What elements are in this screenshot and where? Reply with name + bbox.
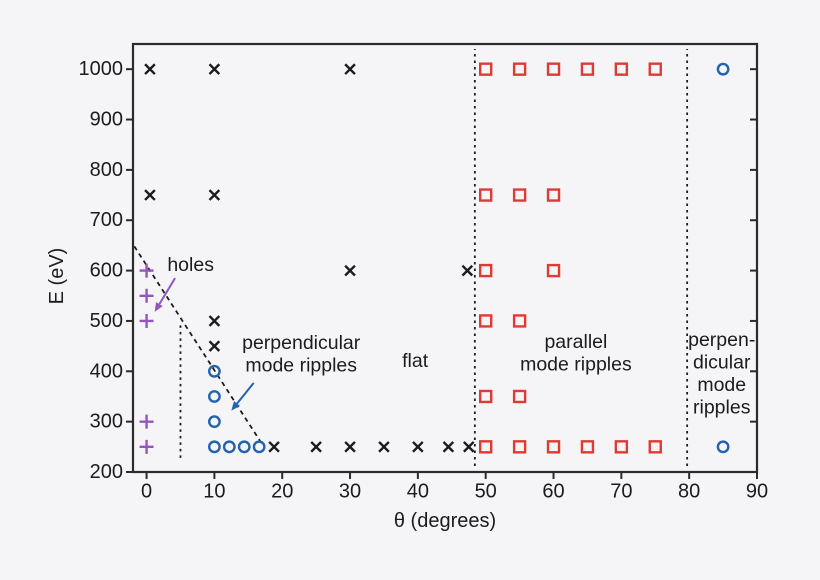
marker-cross-flat xyxy=(208,189,221,201)
x-tick-label: 20 xyxy=(271,481,293,503)
marker-square-parallel-mode-ripples xyxy=(478,62,493,76)
y-tick-label: 200 xyxy=(90,461,123,483)
region-label-perpendicular-mode-ripples-right: mode xyxy=(697,374,746,396)
region-label-parallel-mode-ripples: parallel xyxy=(544,331,607,353)
annotation-arrow-holes-arrow xyxy=(158,277,176,305)
y-tick-label: 900 xyxy=(90,109,123,131)
marker-square-parallel-mode-ripples xyxy=(648,62,662,76)
marker-square-parallel-mode-ripples xyxy=(580,440,595,454)
marker-square-parallel-mode-ripples xyxy=(546,440,561,454)
marker-square-parallel-mode-ripples xyxy=(512,389,527,404)
marker-plus-holes xyxy=(139,313,154,328)
marker-circle-perpendicular-mode-ripples xyxy=(252,440,266,454)
marker-plus-holes xyxy=(139,414,154,429)
y-axis-title: E (eV) xyxy=(46,248,68,305)
annotation-arrowhead-holes-arrow xyxy=(154,302,163,312)
marker-square-parallel-mode-ripples xyxy=(648,440,662,454)
marker-plus-holes xyxy=(139,263,154,278)
annotation-arrowhead-perpendicular-ripples-arrow xyxy=(231,401,241,411)
marker-plus-holes xyxy=(139,439,154,454)
x-tick-label: 90 xyxy=(746,481,768,503)
marker-square-parallel-mode-ripples xyxy=(512,440,527,454)
marker-cross-flat xyxy=(144,63,156,75)
region-label-flat: flat xyxy=(402,350,429,372)
marker-cross-flat xyxy=(344,441,356,453)
annotation-arrow-perpendicular-ripples-arrow xyxy=(236,382,255,405)
marker-circle-perpendicular-mode-ripples xyxy=(222,440,236,454)
y-tick-label: 700 xyxy=(90,209,123,231)
y-tick-label: 1000 xyxy=(79,58,124,80)
marker-circle-perpendicular-mode-ripples xyxy=(207,440,221,454)
marker-square-parallel-mode-ripples xyxy=(512,314,527,328)
x-tick-label: 80 xyxy=(678,481,700,503)
marker-circle-perpendicular-mode-ripples xyxy=(207,364,221,378)
region-label-holes: holes xyxy=(167,254,214,276)
region-label-perpendicular-mode-ripples: perpendicular xyxy=(242,332,361,354)
marker-cross-flat xyxy=(462,441,475,453)
marker-square-parallel-mode-ripples xyxy=(614,62,629,76)
y-tick-label: 600 xyxy=(90,260,123,282)
marker-cross-flat xyxy=(144,189,156,201)
marker-square-parallel-mode-ripples xyxy=(478,263,493,278)
y-tick-label: 300 xyxy=(90,411,123,433)
marker-circle-perpendicular-mode-ripples xyxy=(716,440,730,454)
x-tick-label: 0 xyxy=(141,481,152,503)
marker-circle-perpendicular-mode-ripples xyxy=(207,415,221,429)
marker-cross-flat xyxy=(208,340,221,352)
x-tick-label: 70 xyxy=(610,481,632,503)
marker-circle-perpendicular-mode-ripples xyxy=(207,390,221,403)
marker-square-parallel-mode-ripples xyxy=(478,188,493,202)
marker-square-parallel-mode-ripples xyxy=(478,314,493,328)
marker-cross-flat xyxy=(208,315,221,327)
marker-cross-flat xyxy=(412,441,424,453)
x-tick-label: 10 xyxy=(203,481,225,503)
x-tick-label: 50 xyxy=(475,481,497,503)
marker-circle-perpendicular-mode-ripples xyxy=(716,62,730,76)
marker-square-parallel-mode-ripples xyxy=(546,188,561,202)
marker-square-parallel-mode-ripples xyxy=(478,440,493,454)
marker-cross-flat xyxy=(442,441,455,453)
marker-cross-flat xyxy=(344,264,356,277)
region-label-parallel-mode-ripples: mode ripples xyxy=(520,353,632,375)
marker-square-parallel-mode-ripples xyxy=(580,62,595,76)
marker-cross-flat xyxy=(378,441,390,453)
marker-plus-holes xyxy=(139,288,154,303)
x-tick-label: 40 xyxy=(407,481,429,503)
marker-cross-flat xyxy=(208,63,221,75)
region-label-perpendicular-mode-ripples-right: dicular xyxy=(693,352,751,374)
y-tick-label: 800 xyxy=(90,159,123,181)
y-tick-label: 500 xyxy=(90,310,123,332)
region-label-perpendicular-mode-ripples: mode ripples xyxy=(245,354,357,376)
marker-square-parallel-mode-ripples xyxy=(478,389,493,404)
boundary-line-ripple-flat-diagonal-boundary xyxy=(133,245,264,447)
marker-square-parallel-mode-ripples xyxy=(546,263,561,278)
marker-square-parallel-mode-ripples xyxy=(512,62,527,76)
marker-square-parallel-mode-ripples xyxy=(512,188,527,202)
region-label-perpendicular-mode-ripples-right: ripples xyxy=(693,397,751,419)
marker-cross-flat xyxy=(310,441,322,453)
x-tick-label: 60 xyxy=(542,481,564,503)
marker-cross-flat xyxy=(461,264,474,277)
marker-cross-flat xyxy=(344,63,356,75)
plot-frame xyxy=(131,42,759,474)
y-tick-label: 400 xyxy=(90,360,123,382)
x-tick-label: 30 xyxy=(339,481,361,503)
marker-square-parallel-mode-ripples xyxy=(546,62,561,76)
marker-circle-perpendicular-mode-ripples xyxy=(237,440,251,454)
marker-square-parallel-mode-ripples xyxy=(614,440,629,454)
marker-cross-flat xyxy=(268,441,280,453)
region-label-perpendicular-mode-ripples-right: perpen- xyxy=(688,329,755,351)
x-axis-title: θ (degrees) xyxy=(394,510,496,532)
